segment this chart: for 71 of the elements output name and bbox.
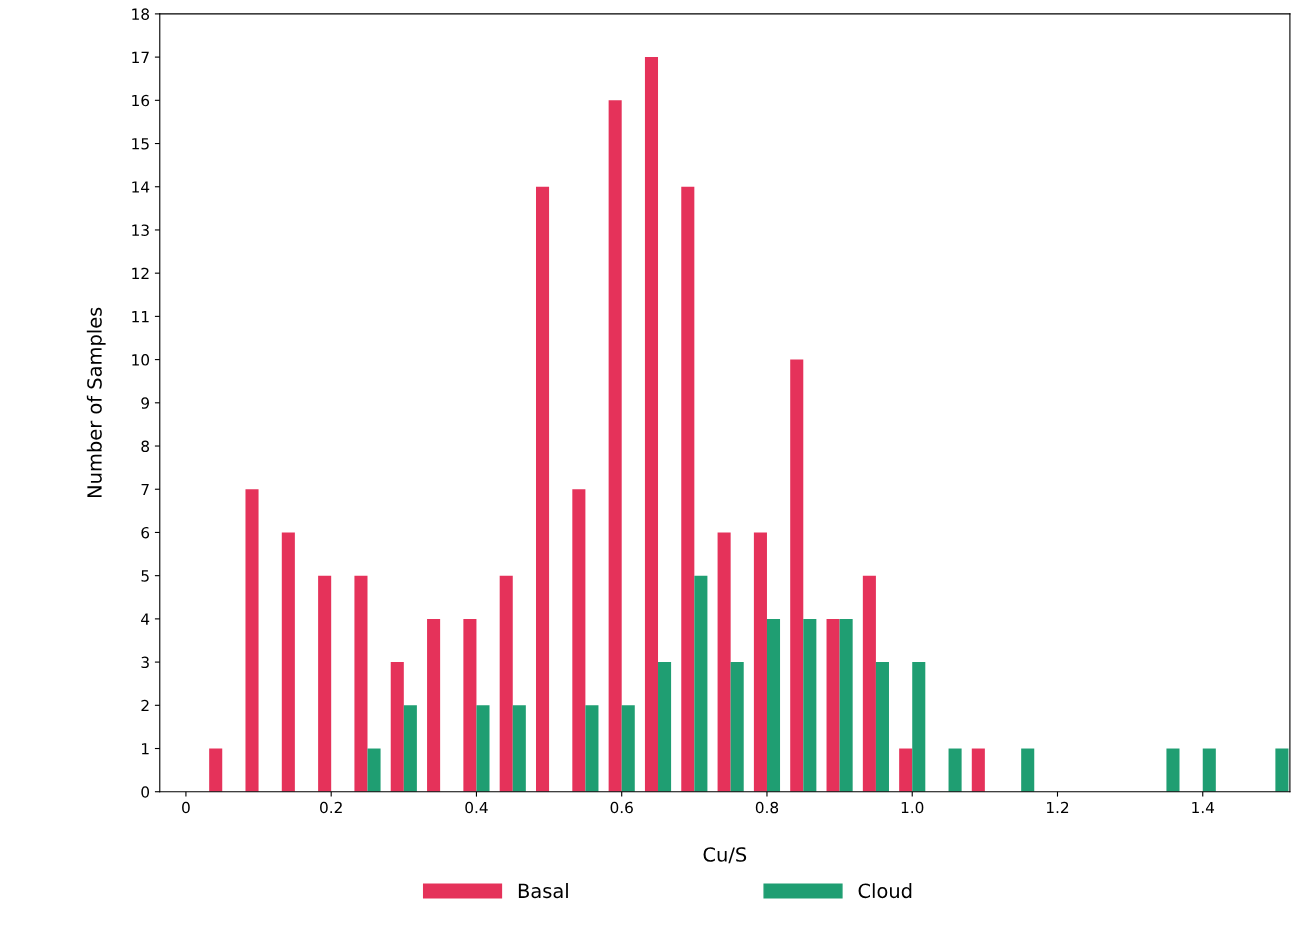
bar xyxy=(403,705,417,792)
bar xyxy=(644,57,659,792)
y-tick-label: 6 xyxy=(141,526,150,539)
bar xyxy=(790,359,804,792)
bar xyxy=(730,662,744,792)
y-axis-title: Number of Samples xyxy=(86,307,106,498)
legend-label: Basal xyxy=(518,883,568,899)
x-tick-label: 1.2 xyxy=(1047,801,1069,814)
bar xyxy=(681,186,695,792)
y-tick-label: 4 xyxy=(141,613,150,625)
y-tick-label: 15 xyxy=(132,138,149,150)
y-tick-label: 0 xyxy=(141,786,150,798)
y-tick-label: 8 xyxy=(141,440,150,453)
y-tick-label: 16 xyxy=(132,94,150,107)
bar xyxy=(512,705,526,792)
bar xyxy=(585,705,599,792)
bar xyxy=(427,618,441,792)
bar xyxy=(367,748,381,792)
bar xyxy=(875,662,889,792)
x-tick-label: 0.2 xyxy=(320,801,342,814)
y-tick-label: 12 xyxy=(132,267,149,279)
bar xyxy=(658,662,672,792)
bar xyxy=(694,575,708,792)
bar xyxy=(281,532,295,792)
bar xyxy=(536,186,550,792)
y-tick-label: 17 xyxy=(132,51,149,63)
bar xyxy=(1202,748,1216,792)
bar xyxy=(948,748,962,792)
bar xyxy=(390,662,404,792)
bar xyxy=(753,532,767,792)
bar xyxy=(209,748,223,792)
x-tick-label: 1.0 xyxy=(901,801,924,814)
bar xyxy=(912,662,926,792)
x-tick-label: 0 xyxy=(182,801,190,814)
y-tick-label: 9 xyxy=(141,397,149,409)
legend-label: Cloud xyxy=(858,883,912,899)
bar xyxy=(499,575,513,792)
x-tick-label: 1.4 xyxy=(1192,801,1215,814)
x-tick-label: 0.6 xyxy=(610,801,633,814)
bar xyxy=(862,575,876,792)
bar xyxy=(1021,748,1035,792)
y-tick-label: 10 xyxy=(132,354,150,366)
x-axis-title: Cu/S xyxy=(703,847,747,864)
bar xyxy=(245,489,259,792)
y-tick-label: 5 xyxy=(141,570,149,582)
bar xyxy=(1166,748,1180,792)
x-tick-label: 0.8 xyxy=(755,801,779,814)
y-tick-label: 18 xyxy=(132,8,150,20)
y-tick-label: 2 xyxy=(141,699,149,712)
y-tick-label: 11 xyxy=(132,311,149,323)
bar xyxy=(621,705,635,792)
y-tick-label: 7 xyxy=(141,483,149,496)
bar xyxy=(318,575,332,792)
bar xyxy=(1275,748,1289,792)
bar xyxy=(354,575,368,792)
bar xyxy=(476,705,490,792)
bar xyxy=(826,618,840,792)
bar xyxy=(803,618,817,792)
bar xyxy=(766,618,781,792)
y-tick-label: 3 xyxy=(141,656,149,669)
y-tick-label: 1 xyxy=(142,743,149,755)
y-tick-label: 13 xyxy=(132,224,149,236)
x-tick-label: 0.4 xyxy=(465,801,488,814)
bar xyxy=(899,748,913,792)
bar xyxy=(839,618,853,792)
bar xyxy=(463,618,477,792)
bar xyxy=(717,532,731,792)
bar xyxy=(971,748,985,792)
bar xyxy=(608,100,622,792)
y-tick-label: 14 xyxy=(132,181,150,193)
bar xyxy=(572,489,586,792)
